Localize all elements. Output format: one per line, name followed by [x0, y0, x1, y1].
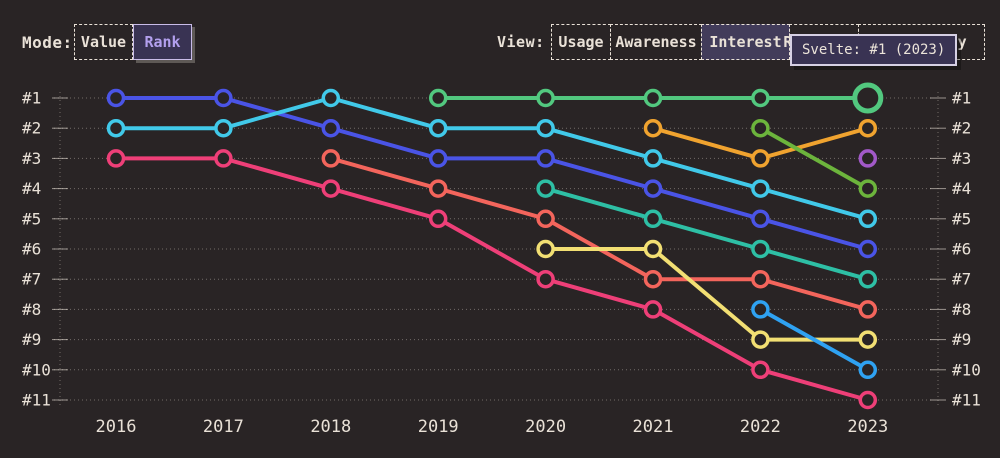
mode-button-value[interactable]: Value — [74, 24, 133, 60]
data-point-series-cyan[interactable] — [643, 149, 663, 168]
data-point-series-teal[interactable] — [536, 179, 555, 198]
rank-label-right: #3 — [952, 149, 971, 168]
year-label: 2019 — [418, 417, 459, 437]
series-line-series-pink — [114, 156, 870, 402]
rank-label-right: #8 — [952, 300, 971, 319]
data-point-series-yellow[interactable] — [536, 239, 555, 259]
mode-button-rank[interactable]: Rank — [133, 24, 192, 60]
data-point-series-green2[interactable] — [858, 179, 878, 198]
rank-label-right: #6 — [952, 240, 971, 259]
year-label: 2021 — [633, 417, 674, 437]
data-point-series-sky[interactable] — [751, 300, 770, 319]
year-label: 2022 — [740, 417, 781, 437]
rank-label-left: #9 — [22, 330, 41, 349]
rank-label-right: #7 — [952, 270, 971, 289]
rank-label-left: #8 — [22, 300, 41, 319]
data-point-series-sky[interactable] — [858, 360, 878, 380]
rank-label-left: #11 — [22, 391, 51, 410]
rank-label-right: #9 — [952, 330, 971, 349]
data-point-series-cyan[interactable] — [858, 209, 878, 229]
data-point-series-yellow[interactable] — [643, 239, 663, 259]
rank-label-right: #1 — [952, 89, 971, 108]
data-point-series-pink[interactable] — [858, 390, 878, 410]
rank-label-left: #5 — [22, 209, 41, 228]
data-point-series-yellow[interactable] — [858, 330, 878, 349]
rank-label-left: #1 — [22, 89, 41, 108]
highlighted-data-point-Svelte[interactable] — [852, 82, 884, 114]
mode-label: Mode: — [22, 33, 73, 52]
data-point-series-orange[interactable] — [751, 149, 770, 168]
data-point-series-cyan[interactable] — [536, 118, 555, 138]
data-point-series-purple[interactable] — [858, 149, 878, 168]
data-point-Svelte[interactable] — [643, 88, 663, 108]
data-point-series-cyan[interactable] — [321, 88, 341, 108]
data-point-series-teal[interactable] — [643, 209, 663, 229]
data-point-Svelte[interactable] — [428, 88, 448, 108]
data-point-series-teal[interactable] — [858, 269, 878, 289]
rank-label-right: #2 — [952, 119, 971, 138]
data-point-series-coral[interactable] — [858, 300, 878, 319]
rank-label-right: #4 — [952, 179, 971, 198]
rank-label-left: #4 — [22, 179, 41, 198]
data-point-series-pink[interactable] — [536, 269, 555, 289]
data-point-series-yellow[interactable] — [751, 330, 770, 349]
series-line-series-sky — [758, 307, 870, 372]
data-point-Svelte[interactable] — [751, 88, 770, 108]
series-line-series-blue — [114, 96, 870, 251]
rank-label-left: #2 — [22, 119, 41, 138]
chart-tooltip: Svelte: #1 (2023) — [790, 34, 958, 66]
year-label: 2017 — [203, 417, 244, 437]
series-line-series-green2 — [758, 126, 870, 191]
rank-label-right: #5 — [952, 209, 971, 228]
data-point-series-cyan[interactable] — [751, 179, 770, 198]
rank-label-right: #10 — [952, 360, 981, 379]
year-label: 2016 — [96, 417, 137, 437]
view-label: View: — [497, 33, 545, 51]
year-label: 2018 — [310, 417, 351, 437]
rank-label-right: #11 — [952, 391, 981, 410]
rank-label-left: #3 — [22, 149, 41, 168]
data-point-series-coral[interactable] — [321, 149, 341, 168]
rank-label-left: #10 — [22, 360, 51, 379]
data-point-series-orange[interactable] — [858, 118, 878, 138]
data-point-series-green2[interactable] — [751, 118, 770, 138]
rank-label-left: #6 — [22, 240, 41, 259]
data-point-series-blue[interactable] — [751, 209, 770, 229]
data-point-series-blue[interactable] — [428, 149, 448, 168]
data-point-series-blue[interactable] — [214, 88, 233, 108]
data-point-series-cyan[interactable] — [428, 118, 448, 138]
data-point-series-coral[interactable] — [428, 179, 448, 198]
series-line-series-cyan — [114, 96, 870, 221]
data-point-series-blue[interactable] — [536, 149, 555, 168]
data-point-series-pink[interactable] — [751, 360, 770, 380]
data-point-series-pink[interactable] — [321, 179, 341, 198]
data-point-series-coral[interactable] — [751, 269, 770, 289]
year-label: 2023 — [847, 417, 888, 437]
data-point-series-cyan[interactable] — [214, 118, 233, 138]
data-point-series-blue[interactable] — [643, 179, 663, 198]
data-point-series-blue[interactable] — [858, 239, 878, 259]
data-point-series-pink[interactable] — [106, 149, 126, 168]
data-point-series-coral[interactable] — [536, 209, 555, 229]
rank-label-left: #7 — [22, 270, 41, 289]
series-line-series-coral — [328, 156, 870, 312]
data-point-Svelte[interactable] — [536, 88, 555, 108]
series-line-series-teal — [543, 186, 870, 282]
data-point-series-pink[interactable] — [643, 300, 663, 319]
data-point-series-coral[interactable] — [643, 269, 663, 289]
data-point-series-teal[interactable] — [751, 239, 770, 259]
data-point-series-blue[interactable] — [106, 88, 126, 108]
data-point-series-blue[interactable] — [321, 118, 341, 138]
data-point-series-orange[interactable] — [643, 118, 663, 138]
data-point-series-pink[interactable] — [214, 149, 233, 168]
data-point-series-cyan[interactable] — [106, 118, 126, 138]
year-label: 2020 — [525, 417, 566, 437]
data-point-series-pink[interactable] — [428, 209, 448, 229]
